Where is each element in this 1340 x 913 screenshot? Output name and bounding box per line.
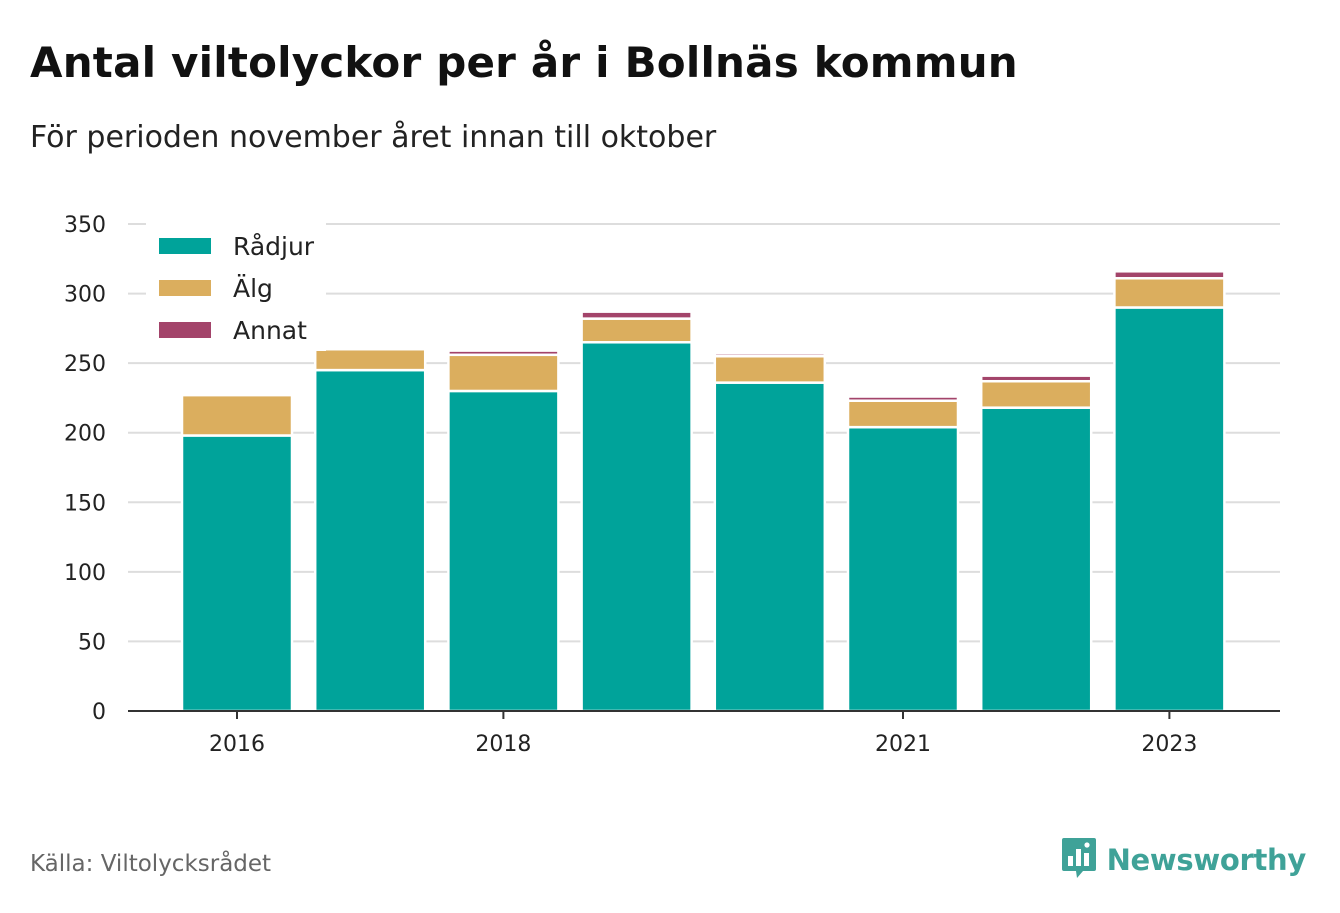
x-axis: 2016 2018 2021 2023 (128, 710, 1280, 757)
bar-segment (313, 347, 427, 372)
y-tick-label: 250 (64, 352, 106, 377)
y-tick-label: 50 (78, 630, 106, 655)
bar-segment (846, 425, 960, 713)
bar-segment (580, 310, 693, 320)
x-tick-label: 2023 (1141, 732, 1197, 757)
bar-segment (846, 399, 960, 429)
legend-swatch (159, 280, 211, 296)
bar-segment (1113, 277, 1226, 309)
brand-name: Newsworthy (1106, 843, 1307, 877)
legend: Rådjur Älg Annat (146, 221, 326, 351)
bar-segment (447, 353, 560, 393)
y-tick-label: 300 (64, 283, 106, 308)
bar-segment (447, 349, 560, 357)
brand-logo: Newsworthy (1061, 836, 1306, 884)
bar-segment (180, 393, 294, 437)
x-tick-label: 2018 (475, 732, 531, 757)
chart-subtitle: För perioden november året innan till ok… (30, 120, 717, 155)
legend-swatch (159, 238, 211, 254)
y-tick-label: 200 (64, 422, 106, 447)
y-axis-ticks: 0 50 100 150 200 250 300 350 (64, 213, 106, 725)
bar-segment (979, 406, 1093, 713)
bar-segment (1113, 306, 1226, 713)
chart-title: Antal viltolyckor per år i Bollnäs kommu… (30, 38, 1018, 87)
bar-segment (846, 395, 960, 402)
bar-segment (180, 434, 294, 713)
bar-segment (580, 341, 693, 713)
bar-segment (713, 352, 827, 358)
bar-segment (313, 368, 427, 713)
legend-swatch (159, 322, 211, 338)
x-tick-label: 2021 (875, 732, 931, 757)
legend-label: Annat (233, 316, 307, 345)
y-tick-label: 100 (64, 561, 106, 586)
bar-segment (979, 374, 1093, 383)
y-tick-label: 350 (64, 213, 106, 238)
bar-segment (979, 379, 1093, 409)
y-tick-label: 0 (92, 700, 106, 725)
source-note: Källa: Viltolycksrådet (30, 851, 272, 877)
x-tick-label: 2016 (209, 732, 265, 757)
bars (180, 270, 1226, 713)
bar-chart-speech-bubble-icon (1061, 836, 1097, 884)
bar-segment (713, 354, 827, 384)
bar-segment (447, 389, 560, 713)
legend-label: Älg (233, 274, 273, 303)
bar-segment (1113, 270, 1226, 280)
y-tick-label: 150 (64, 491, 106, 516)
legend-label: Rådjur (233, 232, 315, 261)
bar-segment (713, 381, 827, 713)
bar-segment (580, 317, 693, 344)
